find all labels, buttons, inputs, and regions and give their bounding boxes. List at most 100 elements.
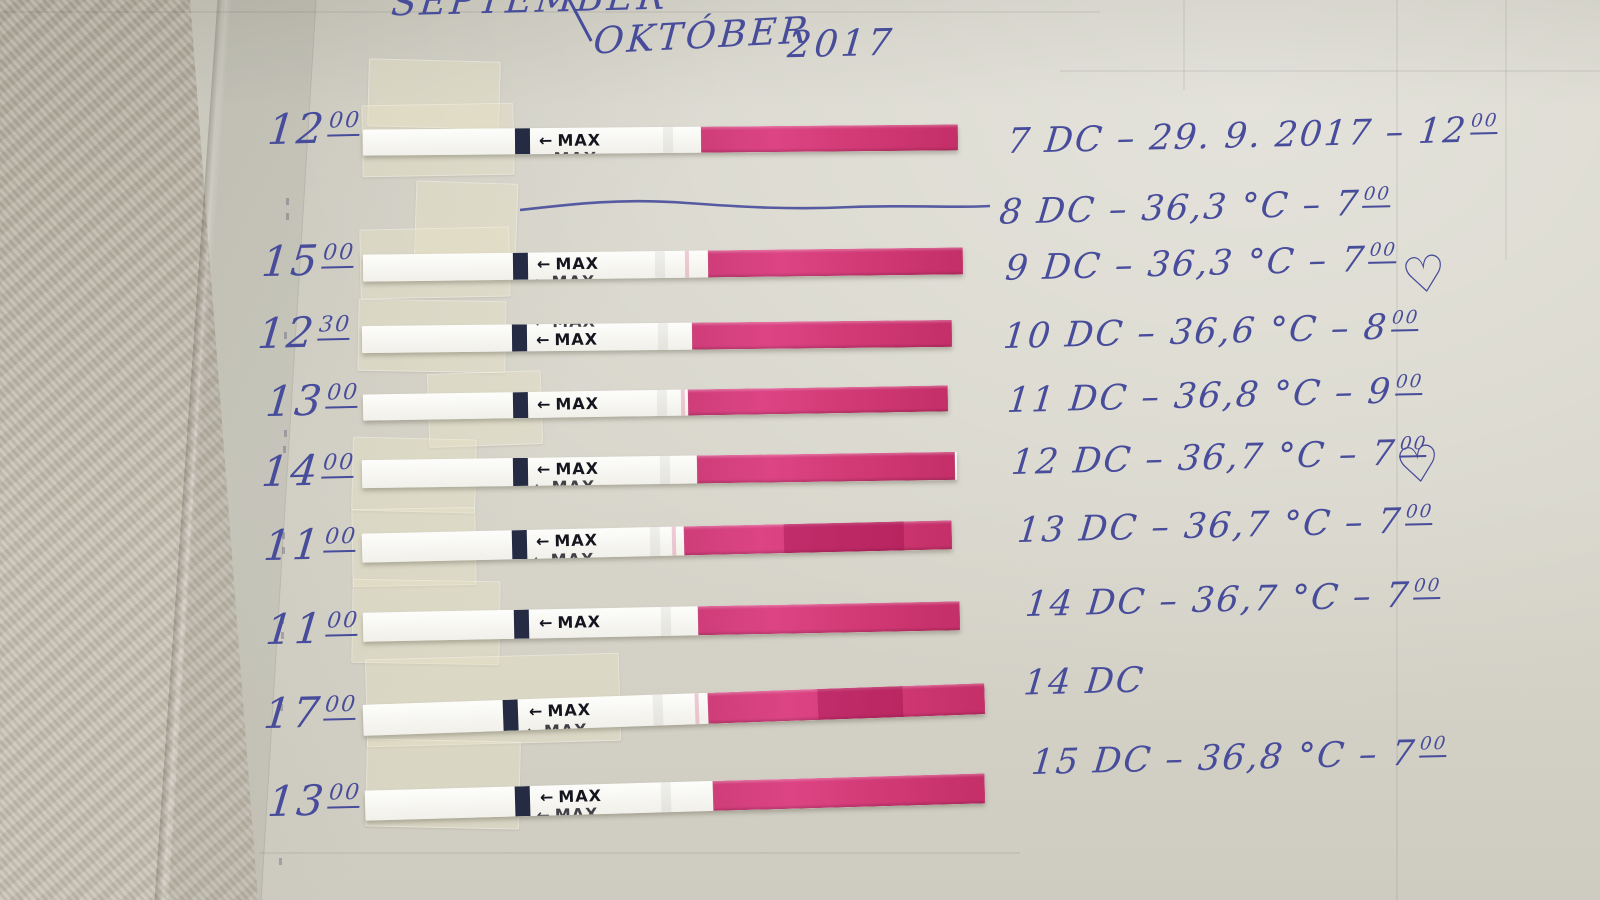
max-text: MAX — [555, 458, 600, 479]
note-superscript: 00 — [1418, 733, 1448, 758]
time-superscript: 00 — [327, 780, 362, 809]
strip-control-mark — [512, 457, 529, 487]
max-text: MAX — [555, 393, 600, 414]
note-value: 10 DC – 36,6 °C – 8 — [1001, 307, 1391, 358]
max-text: MAX — [551, 476, 596, 489]
max-text: MAX — [554, 530, 599, 551]
strip-control-mark — [511, 529, 528, 560]
note-text: 12 DC – 36,7 °C – 700 — [1009, 433, 1428, 483]
note-value: 14 DC — [1021, 660, 1147, 704]
note-value: 7 DC – 29. 9. 2017 – 12 — [1005, 110, 1470, 162]
max-text: MAX — [555, 253, 600, 274]
paper-seam — [1060, 70, 1600, 72]
strip-gap-band — [660, 606, 672, 637]
strip-max-label: ← MAX — [539, 612, 601, 632]
note-value: 9 DC – 36,3 °C – 7 — [1003, 239, 1368, 289]
strip-control-mark — [512, 392, 529, 419]
test-strip: ←MAX ←MAX — [361, 319, 953, 354]
time-value: 17 — [261, 687, 324, 739]
note-value: 14 DC – 36,7 °C – 7 — [1023, 575, 1413, 626]
strip-control-mark — [512, 252, 529, 280]
time-label: 1700 — [261, 687, 358, 738]
arrow-left-icon: ← — [536, 805, 552, 821]
arrow-left-icon: ← — [536, 394, 552, 414]
note-text: 8 DC – 36,3 °C – 700 — [998, 183, 1392, 233]
strip-max-label: ← MAX — [537, 254, 599, 274]
pink-test-band — [707, 683, 986, 724]
arrow-left-icon: ← — [538, 613, 554, 633]
max-text: MAX — [553, 149, 597, 156]
arrow-left-icon: ← — [535, 149, 550, 156]
arrow-left-icon: ← — [533, 272, 548, 281]
time-value: 12 — [265, 103, 328, 155]
arrow-left-icon: ← — [535, 531, 551, 551]
time-value: 11 — [263, 603, 326, 655]
time-label: 1500 — [259, 235, 356, 286]
pink-band-dark-patch — [817, 686, 904, 720]
max-text: MAX — [557, 612, 602, 632]
strip-gap-band — [656, 389, 668, 416]
pink-test-band — [683, 520, 953, 556]
strip-max-label-second: ←MAX — [536, 804, 599, 821]
strip-max-label: ← MAX — [537, 459, 599, 479]
strip-max-label: ← MAX — [536, 530, 598, 550]
strip-max-label: ← MAX — [536, 330, 598, 350]
note-text: 7 DC – 29. 9. 2017 – 1200 — [1005, 110, 1499, 162]
margin-tick — [281, 617, 284, 624]
max-text: MAX — [554, 804, 599, 821]
time-superscript: 00 — [325, 380, 360, 409]
arrow-left-icon: ← — [539, 787, 555, 807]
margin-tick — [286, 213, 289, 220]
margin-tick — [279, 858, 282, 865]
arrow-left-icon: ← — [535, 330, 551, 350]
note-text: 14 DC — [1021, 660, 1150, 704]
note-superscript: 00 — [1412, 575, 1442, 600]
pink-test-band — [700, 124, 959, 153]
time-label: 1100 — [261, 519, 358, 570]
note-superscript: 00 — [1390, 307, 1420, 332]
pink-test-band — [687, 385, 949, 416]
strip-control-mark — [513, 609, 530, 639]
note-value: 12 DC – 36,7 °C – 7 — [1009, 433, 1399, 484]
time-label: 1400 — [259, 445, 356, 496]
strip-max-label-second: ←MAX — [533, 477, 595, 488]
paper-seam — [1505, 0, 1507, 260]
note-value: 13 DC – 36,7 °C – 7 — [1015, 501, 1405, 552]
paper-seam — [260, 852, 1020, 854]
max-text: MAX — [551, 271, 596, 282]
strip-gap-band — [657, 322, 669, 350]
strip-max-label-second: ←MAX — [533, 272, 595, 282]
strip-max-label: ← MAX — [537, 394, 599, 414]
note-text: 11 DC – 36,8 °C – 900 — [1005, 371, 1424, 421]
note-superscript: 00 — [1469, 110, 1499, 135]
time-value: 15 — [259, 235, 322, 287]
hand-drawn-line — [519, 199, 991, 212]
note-text: 15 DC – 36,8 °C – 700 — [1029, 733, 1448, 783]
margin-tick — [281, 632, 284, 639]
note-superscript: 00 — [1394, 371, 1424, 396]
time-superscript: 00 — [323, 524, 358, 553]
strip-gap-band — [654, 250, 666, 279]
margin-tick — [286, 198, 289, 205]
arrow-left-icon: ← — [533, 477, 548, 489]
title-year: 2017 — [785, 20, 897, 67]
note-superscript: 00 — [1362, 183, 1392, 209]
note-text: 14 DC – 36,7 °C – 700 — [1023, 575, 1442, 625]
paper-seam — [1183, 0, 1185, 90]
note-value: 11 DC – 36,8 °C – 9 — [1005, 371, 1395, 422]
note-value: 15 DC – 36,8 °C – 7 — [1029, 733, 1419, 784]
max-text: MAX — [554, 329, 599, 350]
arrow-left-icon: ← — [538, 130, 554, 151]
strip-gap-band — [649, 526, 661, 557]
time-value: 13 — [265, 775, 328, 827]
time-label: 1100 — [263, 603, 360, 654]
arrow-left-icon: ← — [536, 459, 552, 479]
arrow-left-icon: ← — [536, 254, 552, 274]
time-label: 1300 — [263, 375, 360, 426]
arrow-left-icon: ← — [532, 550, 548, 563]
strip-gap-band — [660, 782, 672, 813]
faint-test-line — [680, 389, 686, 416]
margin-tick — [280, 704, 283, 711]
pink-test-band — [697, 601, 961, 636]
strip-control-mark — [502, 699, 519, 731]
